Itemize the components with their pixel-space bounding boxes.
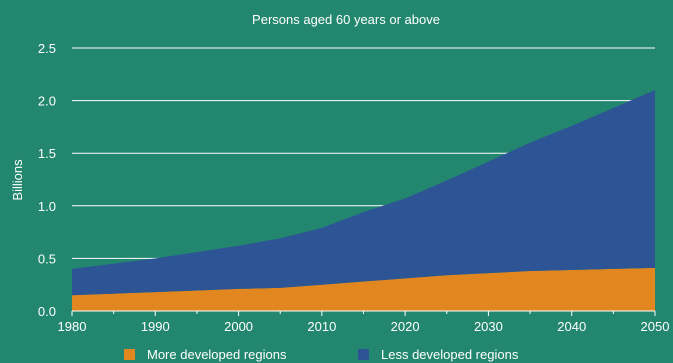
legend: More developed regions Less developed reg…	[124, 347, 519, 362]
area-series-0	[72, 267, 655, 311]
y-tick-label: 0.0	[38, 304, 56, 319]
legend-swatch	[358, 349, 369, 360]
legend-swatch	[124, 349, 135, 360]
y-tick-label: 2.0	[38, 94, 56, 109]
area-series-1	[72, 90, 655, 296]
x-tick-label: 1990	[141, 319, 170, 334]
x-tick-label: 2010	[307, 319, 336, 334]
y-tick-label: 0.5	[38, 251, 56, 266]
x-tick-label: 2040	[557, 319, 586, 334]
legend-label: More developed regions	[147, 347, 287, 362]
legend-label: Less developed regions	[381, 347, 519, 362]
y-tick-label: 1.0	[38, 199, 56, 214]
x-tick-label: 2030	[474, 319, 503, 334]
axes: 1980 1990 2000 2010 2020 2030 2040 2050	[58, 310, 670, 334]
x-tick-label: 1980	[58, 319, 87, 334]
plot-areas	[72, 90, 655, 311]
y-tick-label: 2.5	[38, 41, 56, 56]
x-tick-label: 2050	[641, 319, 670, 334]
y-axis-title: Billions	[10, 159, 25, 201]
x-tick-label: 2020	[391, 319, 420, 334]
y-tick-label: 1.5	[38, 146, 56, 161]
chart-title: Persons aged 60 years or above	[252, 12, 440, 27]
x-tick-label: 2000	[224, 319, 253, 334]
